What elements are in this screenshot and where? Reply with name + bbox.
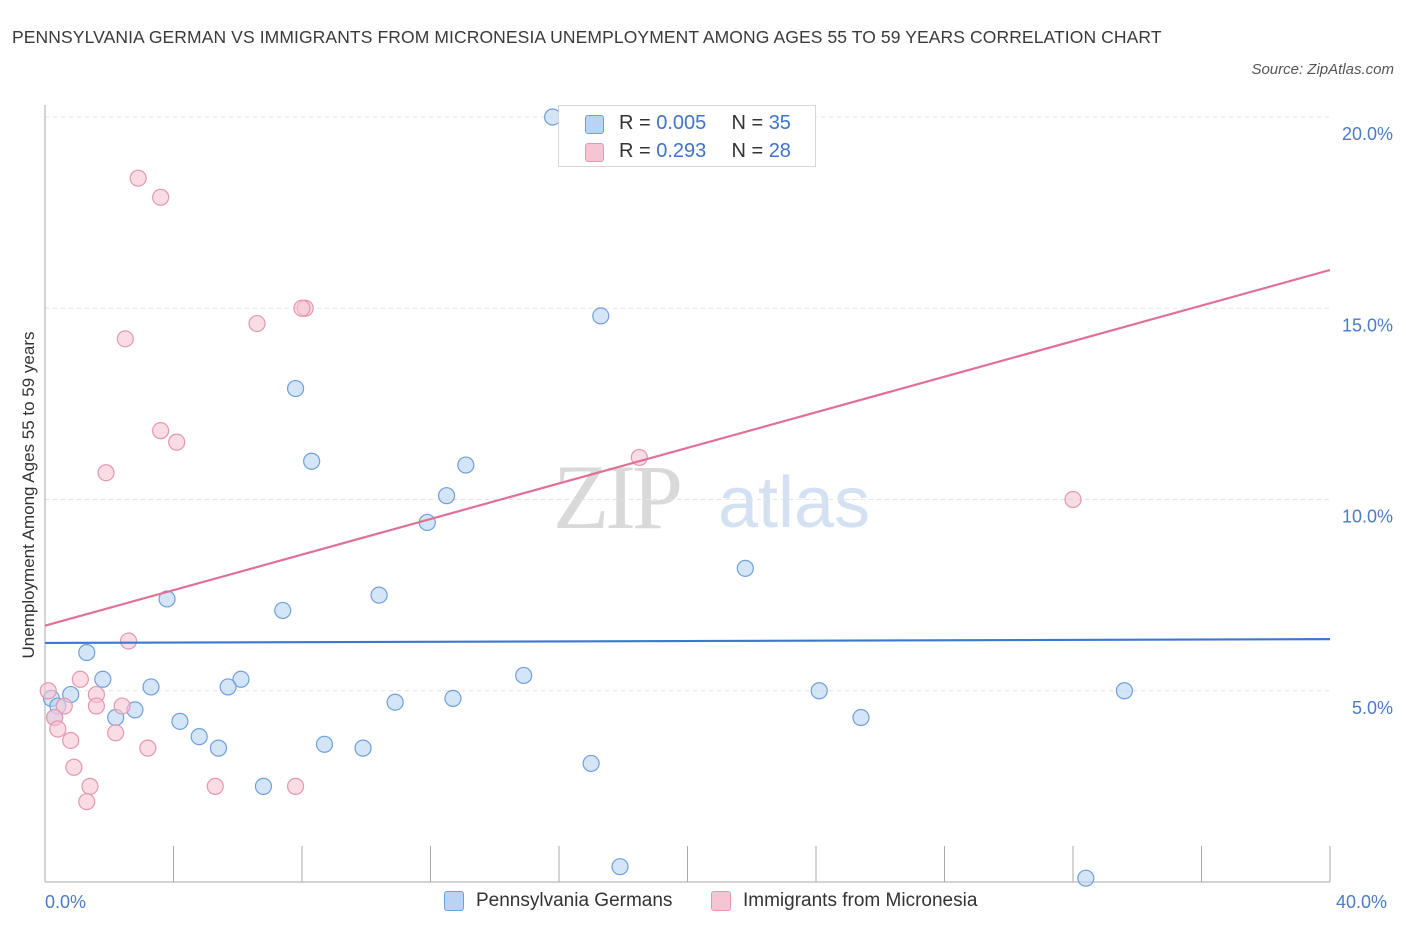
data-point-blue	[219, 678, 237, 696]
data-point-pink	[55, 697, 73, 715]
y-tick-label: 20.0%	[1342, 124, 1393, 144]
x-tick-label-max: 40.0%	[1336, 892, 1387, 912]
data-point-pink	[129, 169, 147, 187]
legend-swatch-blue	[444, 891, 464, 911]
x-tick-label-min: 0.0%	[45, 892, 86, 912]
trend-line-pink	[44, 268, 1331, 627]
legend-r-label: R =	[619, 112, 657, 134]
data-point-blue	[582, 754, 600, 773]
data-point-blue	[142, 678, 160, 696]
correlation-legend: R = 0.005 N = 35 R = 0.293 N = 28	[558, 105, 816, 167]
data-point-blue	[437, 487, 456, 505]
y-tick-label: 10.0%	[1342, 507, 1393, 527]
chart-title: PENNSYLVANIA GERMAN VS IMMIGRANTS FROM M…	[12, 27, 1162, 47]
data-point-pink	[293, 299, 311, 317]
data-point-pink	[107, 724, 125, 742]
data-point-pink	[206, 777, 224, 795]
trend-lines	[44, 268, 1331, 645]
data-point-pink	[113, 697, 131, 715]
data-point-pink	[78, 793, 96, 811]
data-point-pink	[81, 777, 99, 795]
watermark-zip: ZIP	[553, 446, 680, 548]
data-point-blue	[592, 307, 610, 325]
data-point-blue	[94, 670, 112, 688]
x-tick-labels: 0.0% 40.0%	[45, 892, 1387, 912]
y-tick-label: 5.0%	[1352, 698, 1393, 718]
legend-r-value: 0.293	[656, 140, 707, 162]
data-point-blue	[852, 708, 870, 727]
legend-n-label: N =	[731, 112, 769, 134]
data-point-blue	[515, 666, 533, 685]
data-point-pink	[65, 758, 83, 776]
data-point-blue	[274, 601, 292, 620]
legend-swatch-pink	[711, 891, 731, 911]
y-tick-label: 15.0%	[1342, 315, 1393, 335]
data-point-blue	[1115, 682, 1134, 700]
data-point-blue	[286, 379, 305, 398]
data-point-blue	[1077, 869, 1095, 887]
data-point-pink	[168, 433, 186, 451]
legend-swatch-blue	[585, 115, 604, 134]
data-point-blue	[78, 643, 96, 662]
watermark: ZIP atlas	[553, 446, 870, 548]
data-point-pink	[116, 330, 134, 348]
data-point-pink	[152, 422, 170, 440]
watermark-atlas: atlas	[718, 463, 870, 543]
trend-line-blue	[44, 638, 1331, 645]
grid-lines	[45, 116, 1330, 692]
data-point-pink	[87, 697, 106, 715]
data-point-blue	[190, 728, 208, 746]
data-point-blue	[611, 858, 629, 876]
data-point-blue	[444, 689, 462, 708]
data-point-pink	[97, 464, 115, 482]
data-point-pink	[1064, 490, 1082, 509]
data-point-pink	[152, 188, 170, 206]
data-point-blue	[354, 739, 372, 757]
data-point-blue	[736, 559, 754, 577]
chart-source: Source: ZipAtlas.com	[1251, 61, 1394, 78]
data-point-pink	[49, 720, 67, 738]
legend-n-value: 28	[768, 140, 791, 162]
data-point-pink	[139, 739, 157, 757]
data-point-blue	[254, 777, 273, 795]
legend-n-label: N =	[731, 140, 769, 162]
legend-label: Pennsylvania Germans	[476, 890, 673, 911]
data-point-pink	[119, 632, 138, 650]
data-point-blue	[209, 739, 228, 757]
y-axis-title: Unemployment Among Ages 55 to 59 years	[19, 332, 38, 659]
series-pennsylvania-germans-points	[42, 108, 1134, 887]
data-point-blue	[386, 693, 404, 711]
series-immigrants-from-micronesia-points	[39, 169, 1082, 811]
data-point-blue	[303, 452, 321, 470]
data-point-blue	[232, 670, 250, 688]
data-point-pink	[71, 670, 89, 688]
data-point-blue	[457, 456, 475, 474]
data-point-pink	[39, 682, 57, 700]
data-point-blue	[315, 735, 334, 753]
legend-label: Immigrants from Micronesia	[743, 890, 978, 911]
legend-swatch-pink	[585, 143, 604, 162]
legend-r-label: R =	[619, 140, 657, 162]
legend-n-value: 35	[768, 112, 791, 134]
data-point-blue	[810, 682, 828, 700]
data-point-blue	[370, 586, 388, 604]
data-point-pink	[62, 731, 80, 750]
data-point-pink	[286, 777, 305, 795]
axes	[44, 105, 1331, 883]
data-point-blue	[171, 712, 189, 730]
legend-r-value: 0.005	[656, 112, 707, 134]
data-point-pink	[248, 314, 266, 333]
y-tick-labels: 5.0% 10.0% 15.0% 20.0%	[1342, 124, 1393, 718]
